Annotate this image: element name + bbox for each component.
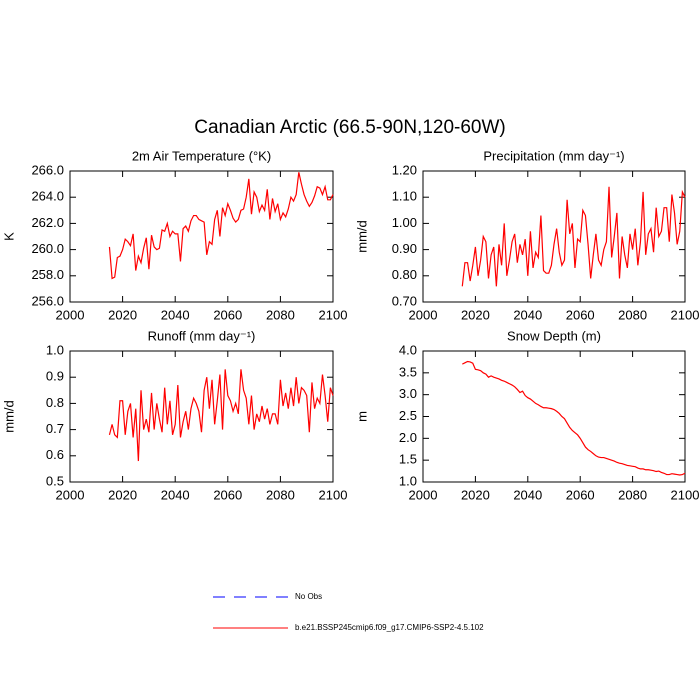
x-tick-label: 2040 [161, 487, 190, 502]
legend-label: No Obs [295, 592, 322, 601]
y-tick-label: 256.0 [31, 293, 64, 308]
x-tick-label: 2080 [618, 487, 647, 502]
y-tick-label: 262.0 [31, 215, 64, 230]
y-tick-label: 0.90 [392, 241, 417, 256]
y-axis-label: K [1, 232, 16, 241]
y-tick-label: 264.0 [31, 189, 64, 204]
x-tick-label: 2020 [108, 307, 137, 322]
y-tick-label: 2.0 [399, 430, 417, 445]
y-tick-label: 0.8 [46, 395, 64, 410]
y-tick-label: 2.5 [399, 408, 417, 423]
x-tick-label: 2100 [671, 307, 700, 322]
y-tick-label: 0.9 [46, 369, 64, 384]
y-tick-label: 1.0 [399, 473, 417, 488]
y-tick-label: 1.5 [399, 452, 417, 467]
x-tick-label: 2040 [513, 487, 542, 502]
x-tick-label: 2060 [566, 487, 595, 502]
y-axis-label: mm/d [354, 220, 369, 253]
x-tick-label: 2020 [461, 487, 490, 502]
y-axis-label: mm/d [1, 400, 16, 433]
plot-frame [69, 170, 334, 303]
plot-frame [422, 350, 686, 483]
y-tick-label: 260.0 [31, 241, 64, 256]
x-tick-label: 2000 [56, 487, 85, 502]
x-tick-label: 2080 [266, 307, 295, 322]
x-tick-label: 2060 [213, 487, 242, 502]
x-tick-label: 2000 [56, 307, 85, 322]
panel-title: 2m Air Temperature (°K) [132, 148, 271, 163]
plot-frame [69, 350, 334, 483]
x-tick-label: 2100 [319, 307, 348, 322]
panel-title: Precipitation (mm day⁻¹) [483, 148, 624, 163]
panel-title: Runoff (mm day⁻¹) [148, 328, 256, 343]
y-tick-label: 3.5 [399, 364, 417, 379]
x-tick-label: 2100 [319, 487, 348, 502]
x-tick-label: 2020 [108, 487, 137, 502]
y-tick-label: 4.0 [399, 342, 417, 357]
x-tick-label: 2100 [671, 487, 700, 502]
x-tick-label: 2040 [513, 307, 542, 322]
y-tick-label: 0.80 [392, 267, 417, 282]
y-tick-label: 3.0 [399, 386, 417, 401]
panel-title: Snow Depth (m) [507, 328, 601, 343]
y-tick-label: 1.20 [392, 162, 417, 177]
y-tick-label: 1.10 [392, 189, 417, 204]
y-tick-label: 0.70 [392, 293, 417, 308]
x-tick-label: 2080 [266, 487, 295, 502]
y-tick-label: 0.5 [46, 473, 64, 488]
x-tick-label: 2060 [213, 307, 242, 322]
y-axis-label: m [354, 411, 369, 422]
x-tick-label: 2000 [409, 307, 438, 322]
data-line [462, 360, 686, 476]
plot-frame [422, 170, 686, 303]
data-line [108, 172, 334, 280]
x-tick-label: 2060 [566, 307, 595, 322]
figure-title: Canadian Arctic (66.5-90N,120-60W) [194, 117, 506, 138]
y-tick-label: 1.0 [46, 342, 64, 357]
x-tick-label: 2080 [618, 307, 647, 322]
legend-label: b.e21.BSSP245cmip6.f09_g17.CMIP6-SSP2-4.… [295, 623, 484, 632]
y-tick-label: 1.00 [392, 215, 417, 230]
y-tick-label: 0.6 [46, 447, 64, 462]
x-tick-label: 2040 [161, 307, 190, 322]
y-tick-label: 266.0 [31, 162, 64, 177]
y-tick-label: 0.7 [46, 421, 64, 436]
x-tick-label: 2000 [409, 487, 438, 502]
data-line [461, 186, 686, 287]
y-tick-label: 258.0 [31, 267, 64, 282]
x-tick-label: 2020 [461, 307, 490, 322]
data-line [108, 369, 334, 462]
